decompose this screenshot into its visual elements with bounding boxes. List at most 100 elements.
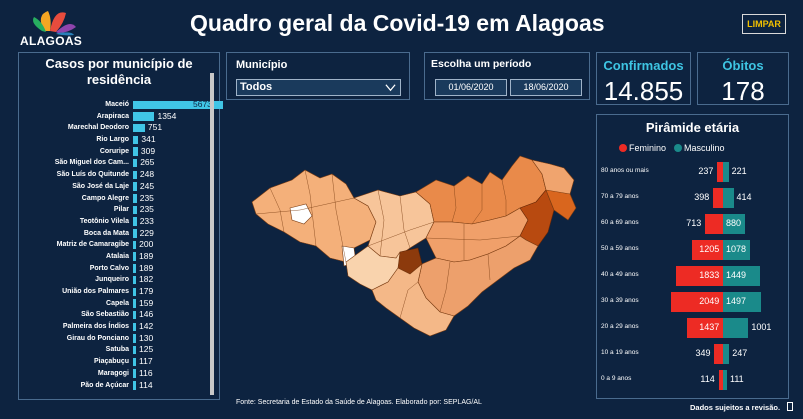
map-region-penedo[interactable] (371, 263, 455, 337)
female-bar[interactable] (686, 318, 723, 338)
female-bar[interactable] (704, 214, 723, 234)
map-region-white-1[interactable] (289, 203, 313, 225)
bar-row[interactable]: Pão de Açúcar 114 (19, 380, 219, 392)
bar-fill[interactable] (133, 381, 136, 390)
bar-fill[interactable] (133, 135, 139, 145)
bar-row[interactable]: Arapiraca 1354 (19, 111, 219, 123)
female-bar[interactable] (714, 344, 723, 364)
male-bar[interactable] (723, 292, 761, 312)
bar-fill[interactable] (133, 252, 136, 261)
female-bar[interactable] (719, 370, 723, 390)
bar-fill[interactable] (133, 229, 137, 238)
bar-row[interactable]: Porto Calvo 189 (19, 263, 219, 275)
bar-fill[interactable] (133, 299, 136, 308)
bar-fill[interactable] (133, 369, 136, 378)
bar-fill[interactable] (133, 240, 137, 250)
female-bar[interactable] (671, 292, 723, 312)
bar-fill[interactable] (133, 182, 137, 191)
clear-filters-button[interactable]: LIMPAR (742, 14, 786, 34)
male-bar[interactable] (723, 214, 746, 234)
male-bar[interactable] (723, 162, 729, 182)
start-date-input[interactable]: 01/06/2020 (435, 79, 507, 96)
deaths-value: 178 (721, 76, 765, 106)
bar-row[interactable]: Palmeira dos Índios 142 (19, 321, 219, 333)
bar-row[interactable]: Atalaia 189 (19, 251, 219, 263)
pyramid-row[interactable]: 20 a 29 anos 1437 1001 (597, 315, 790, 341)
bar-row[interactable]: Matriz de Camaragibe 200 (19, 239, 219, 251)
bar-row[interactable]: Teotônio Vilela 233 (19, 216, 219, 228)
bar-row[interactable]: Maragogi 116 (19, 368, 219, 380)
bar-fill[interactable] (133, 275, 136, 285)
male-bar[interactable] (723, 370, 727, 390)
male-value: 414 (736, 192, 752, 202)
bar-label: Boca da Mata (83, 229, 129, 237)
bar-fill[interactable] (133, 112, 155, 121)
bar-fill[interactable] (133, 205, 137, 215)
bar-row[interactable]: São Sebastião 146 (19, 309, 219, 321)
pyramid-legend: Feminino Masculino (619, 143, 725, 153)
municipality-select[interactable]: Todos (236, 79, 401, 96)
bar-fill[interactable] (133, 287, 136, 296)
male-bar[interactable] (723, 188, 734, 208)
end-date-input[interactable]: 18/06/2020 (510, 79, 582, 96)
bar-fill[interactable] (133, 194, 137, 203)
pyramid-row[interactable]: 10 a 19 anos 349 247 (597, 341, 790, 367)
female-bar[interactable] (712, 188, 723, 208)
bar-fill[interactable] (133, 357, 136, 367)
bar-fill[interactable] (133, 345, 136, 355)
bar-fill[interactable] (133, 147, 138, 156)
female-bar[interactable] (716, 162, 723, 182)
map-region-sertao[interactable] (251, 169, 377, 263)
male-bar[interactable] (723, 240, 751, 260)
bar-row[interactable]: Satuba 125 (19, 344, 219, 356)
female-bar[interactable] (692, 240, 723, 260)
female-bar[interactable] (676, 266, 723, 286)
bar-fill[interactable] (133, 158, 138, 168)
bar-row[interactable]: Capela 159 (19, 298, 219, 310)
bar-row[interactable]: Pilar 235 (19, 204, 219, 216)
bar-row[interactable]: Junqueiro 182 (19, 274, 219, 286)
bar-value: 114 (139, 379, 153, 390)
bar-fill[interactable] (133, 322, 136, 332)
male-bar[interactable] (723, 318, 749, 338)
bar-row[interactable]: São José da Laje 245 (19, 181, 219, 193)
legend-male[interactable]: Masculino (674, 143, 725, 153)
pyramid-row[interactable]: 70 a 79 anos 398 414 (597, 185, 790, 211)
map-svg[interactable] (250, 150, 580, 385)
bar-fill[interactable] (133, 217, 137, 226)
bar-row[interactable]: Boca da Mata 229 (19, 228, 219, 240)
bar-row[interactable]: União dos Palmares 179 (19, 286, 219, 298)
map-region-marechal[interactable] (545, 189, 577, 221)
bar-fill[interactable] (133, 334, 136, 343)
legend-female[interactable]: Feminino (619, 143, 666, 153)
bar-value: 5673 (193, 99, 212, 109)
male-bar[interactable] (723, 344, 730, 364)
pyramid-row[interactable]: 30 a 39 anos 2049 1497 (597, 289, 790, 315)
bar-label: Teotônio Vilela (79, 217, 129, 225)
pyramid-row[interactable]: 60 a 69 anos 713 880 (597, 211, 790, 237)
bar-row[interactable]: Girau do Ponciano 130 (19, 333, 219, 345)
bar-row[interactable]: Campo Alegre 235 (19, 193, 219, 205)
bar-fill[interactable] (133, 100, 223, 109)
bar-value: 1354 (157, 110, 177, 121)
alagoas-choropleth-map[interactable] (250, 150, 580, 385)
scrollbar-thumb[interactable] (210, 73, 214, 395)
bar-fill[interactable] (133, 264, 136, 273)
bar-row[interactable]: Rio Largo 341 (19, 134, 219, 146)
male-bar[interactable] (723, 266, 760, 286)
bar-fill[interactable] (133, 310, 136, 320)
bar-row[interactable]: Piaçabuçu 117 (19, 356, 219, 368)
bar-row[interactable]: Maceió 5673 (19, 99, 223, 111)
bar-row[interactable]: São Miguel dos Cam... 265 (19, 157, 219, 169)
bar-fill[interactable] (133, 123, 145, 133)
bar-row[interactable]: Marechal Deodoro 751 (19, 122, 219, 134)
bar-row[interactable]: Coruripe 309 (19, 146, 219, 158)
pyramid-row[interactable]: 80 anos ou mais 237 221 (597, 159, 790, 185)
pyramid-row[interactable]: 0 a 9 anos 114 111 (597, 367, 790, 393)
bar-row[interactable]: São Luís do Quitunde 248 (19, 169, 219, 181)
footer-checkbox[interactable] (787, 402, 793, 411)
bar-fill[interactable] (133, 170, 137, 180)
pyramid-row[interactable]: 40 a 49 anos 1833 1449 (597, 263, 790, 289)
pyramid-row[interactable]: 50 a 59 anos 1205 1078 (597, 237, 790, 263)
map-region-maceio[interactable] (519, 189, 555, 247)
